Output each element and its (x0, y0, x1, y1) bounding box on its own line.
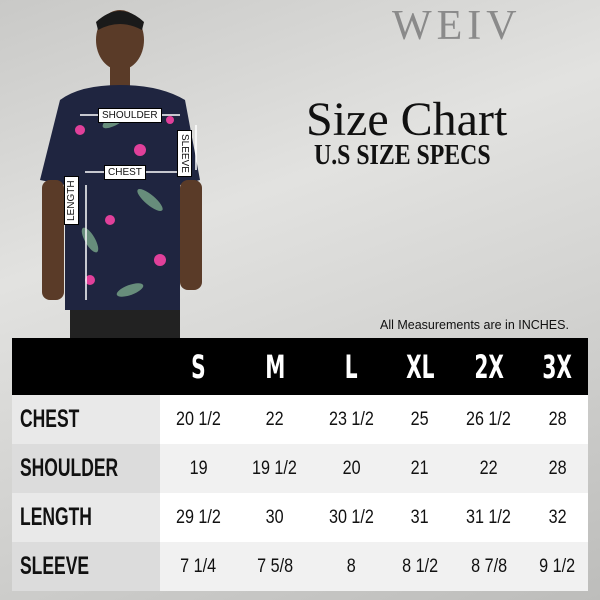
row-label: SHOULDER (12, 444, 161, 493)
table-cell: 26 1/2 (450, 395, 527, 444)
units-note: All Measurements are in INCHES. (380, 318, 569, 332)
size-header: M (236, 338, 314, 395)
size-header: XL (389, 338, 451, 395)
table-cell: 31 (389, 493, 451, 542)
table-cell: 19 1/2 (236, 444, 314, 493)
size-header: L (313, 338, 390, 395)
chest-label: CHEST (104, 165, 146, 180)
sleeve-label: SLEEVE (177, 130, 192, 177)
table-cell: 29 1/2 (160, 493, 237, 542)
table-row: SHOULDER 19 19 1/2 20 21 22 28 (12, 444, 588, 493)
table-cell: 7 1/4 (160, 542, 237, 591)
shoulder-label: SHOULDER (98, 108, 162, 123)
table-cell: 20 1/2 (160, 395, 237, 444)
table-cell: 22 (450, 444, 527, 493)
table-cell: 30 (236, 493, 314, 542)
title: Size Chart (306, 93, 508, 146)
table-cell: 9 1/2 (526, 542, 588, 591)
size-table: S M L XL 2X 3X CHEST 20 1/2 22 23 1/2 25 26 1… (12, 338, 588, 591)
brand-logo: WEIV (392, 3, 522, 49)
table-cell: 7 5/8 (236, 542, 314, 591)
row-label: CHEST (12, 395, 161, 444)
table-cell: 28 (526, 444, 588, 493)
size-header: 3X (526, 338, 588, 395)
table-cell: 28 (526, 395, 588, 444)
row-label: LENGTH (12, 493, 161, 542)
table-row: SLEEVE 7 1/4 7 5/8 8 8 1/2 8 7/8 9 1/2 (12, 542, 588, 591)
table-cell: 23 1/2 (313, 395, 390, 444)
length-label: LENGTH (64, 176, 79, 225)
table-cell: 8 7/8 (450, 542, 527, 591)
size-header: 2X (450, 338, 527, 395)
row-label: SLEEVE (12, 542, 161, 591)
table-row: LENGTH 29 1/2 30 30 1/2 31 31 1/2 32 (12, 493, 588, 542)
table-cell: 21 (389, 444, 451, 493)
table-cell: 32 (526, 493, 588, 542)
table-cell: 25 (389, 395, 451, 444)
header-blank (12, 338, 161, 395)
size-header: S (160, 338, 237, 395)
table-cell: 20 (313, 444, 390, 493)
table-row: CHEST 20 1/2 22 23 1/2 25 26 1/2 28 (12, 395, 588, 444)
table-cell: 19 (160, 444, 237, 493)
subtitle: U.S SIZE SPECS (314, 140, 491, 171)
table-cell: 8 1/2 (389, 542, 451, 591)
model-photo (40, 10, 202, 340)
table-cell: 30 1/2 (313, 493, 390, 542)
size-header-row: S M L XL 2X 3X (12, 338, 588, 395)
table-cell: 31 1/2 (450, 493, 527, 542)
table-cell: 8 (313, 542, 390, 591)
table-cell: 22 (236, 395, 314, 444)
